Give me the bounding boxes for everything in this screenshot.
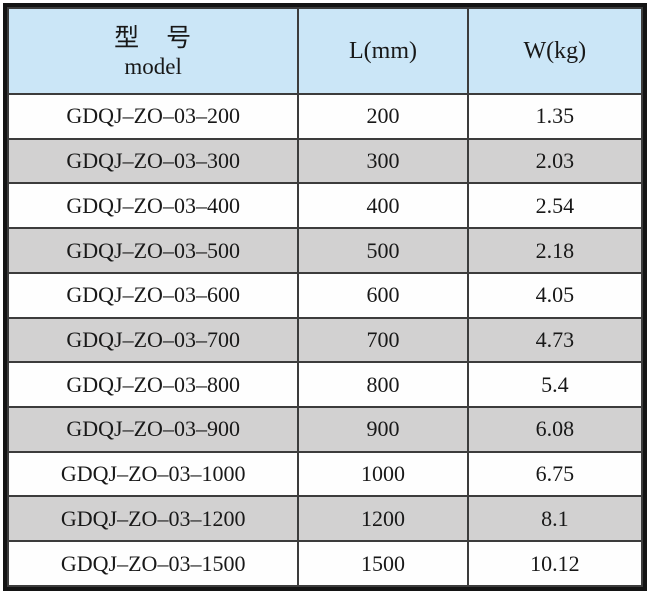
weight-cell: 4.05 [466,271,644,319]
header-row: 型 号 model L(mm) W(kg) [6,7,644,95]
model-cell: GDQJ–ZO–03–400 [6,182,300,230]
spec-table: 型 号 model L(mm) W(kg) GDQJ–ZO–03–200 200… [6,7,644,587]
table-row: GDQJ–ZO–03–500 500 2.18 [6,227,644,274]
weight-cell: 5.4 [466,361,644,409]
model-cell: GDQJ–ZO–03–600 [6,271,300,319]
weight-cell: 2.54 [466,182,644,230]
length-cell: 200 [297,93,469,140]
model-cell: GDQJ–ZO–03–900 [6,406,300,453]
header-cell-model: 型 号 model [6,7,300,95]
table-row: GDQJ–ZO–03–200 200 1.35 [6,93,644,140]
weight-cell: 6.75 [466,450,644,498]
table-row: GDQJ–ZO–03–1500 1500 10.12 [6,540,644,587]
model-cell: GDQJ–ZO–03–1200 [6,495,300,543]
weight-cell: 2.03 [466,137,644,185]
table-row: GDQJ–ZO–03–800 800 5.4 [6,361,644,409]
model-cell: GDQJ–ZO–03–200 [6,93,300,140]
length-cell: 800 [297,361,469,409]
length-cell: 700 [297,316,469,364]
model-cell: GDQJ–ZO–03–1000 [6,450,300,498]
spec-table-frame: 型 号 model L(mm) W(kg) GDQJ–ZO–03–200 200… [3,3,647,591]
length-cell: 1500 [297,540,469,587]
length-cell: 900 [297,406,469,453]
length-cell: 400 [297,182,469,230]
length-cell: 1200 [297,495,469,543]
header-cell-weight: W(kg) [466,7,644,95]
header-model-cn: 型 号 [114,24,193,52]
length-cell: 1000 [297,450,469,498]
spec-table-header: 型 号 model L(mm) W(kg) [6,7,644,95]
header-cell-length: L(mm) [297,7,469,95]
table-row: GDQJ–ZO–03–400 400 2.54 [6,182,644,230]
model-cell: GDQJ–ZO–03–500 [6,227,300,274]
model-cell: GDQJ–ZO–03–800 [6,361,300,409]
model-cell: GDQJ–ZO–03–700 [6,316,300,364]
weight-cell: 4.73 [466,316,644,364]
weight-cell: 10.12 [466,540,644,587]
length-cell: 300 [297,137,469,185]
table-row: GDQJ–ZO–03–1200 1200 8.1 [6,495,644,543]
weight-cell: 1.35 [466,93,644,140]
weight-cell: 2.18 [466,227,644,274]
table-row: GDQJ–ZO–03–600 600 4.05 [6,271,644,319]
table-row: GDQJ–ZO–03–1000 1000 6.75 [6,450,644,498]
model-cell: GDQJ–ZO–03–300 [6,137,300,185]
spec-table-body: GDQJ–ZO–03–200 200 1.35 GDQJ–ZO–03–300 3… [6,93,644,587]
table-row: GDQJ–ZO–03–900 900 6.08 [6,406,644,453]
weight-cell: 6.08 [466,406,644,453]
table-row: GDQJ–ZO–03–700 700 4.73 [6,316,644,364]
model-cell: GDQJ–ZO–03–1500 [6,540,300,587]
header-model-en: model [124,53,182,79]
length-cell: 600 [297,271,469,319]
weight-cell: 8.1 [466,495,644,543]
length-cell: 500 [297,227,469,274]
table-row: GDQJ–ZO–03–300 300 2.03 [6,137,644,185]
